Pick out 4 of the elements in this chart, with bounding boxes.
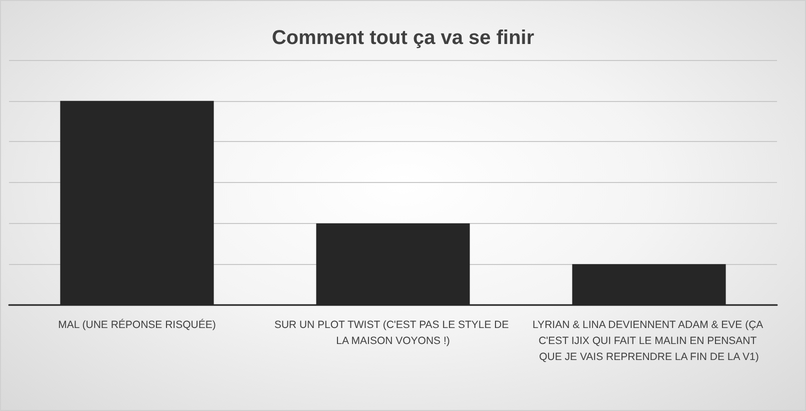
x-tick-label: LYRIAN & LINA DEVIENNENT ADAM & EVE (ÇA C'EST IJIX QUI FAIT LE MALIN EN PENSANT QUE JE VAIS REPRENDRE LA FIN DE LA V1)	[532, 319, 766, 363]
chart-title: Comment tout ça va se finir	[272, 27, 534, 49]
x-tick-label: MAL (UNE RÉPONSE RISQUÉE)	[58, 318, 216, 331]
x-tick-label: SUR UN PLOT TWIST (C'EST PAS LE STYLE DE LA MAISON VOYONS !)	[274, 319, 512, 347]
